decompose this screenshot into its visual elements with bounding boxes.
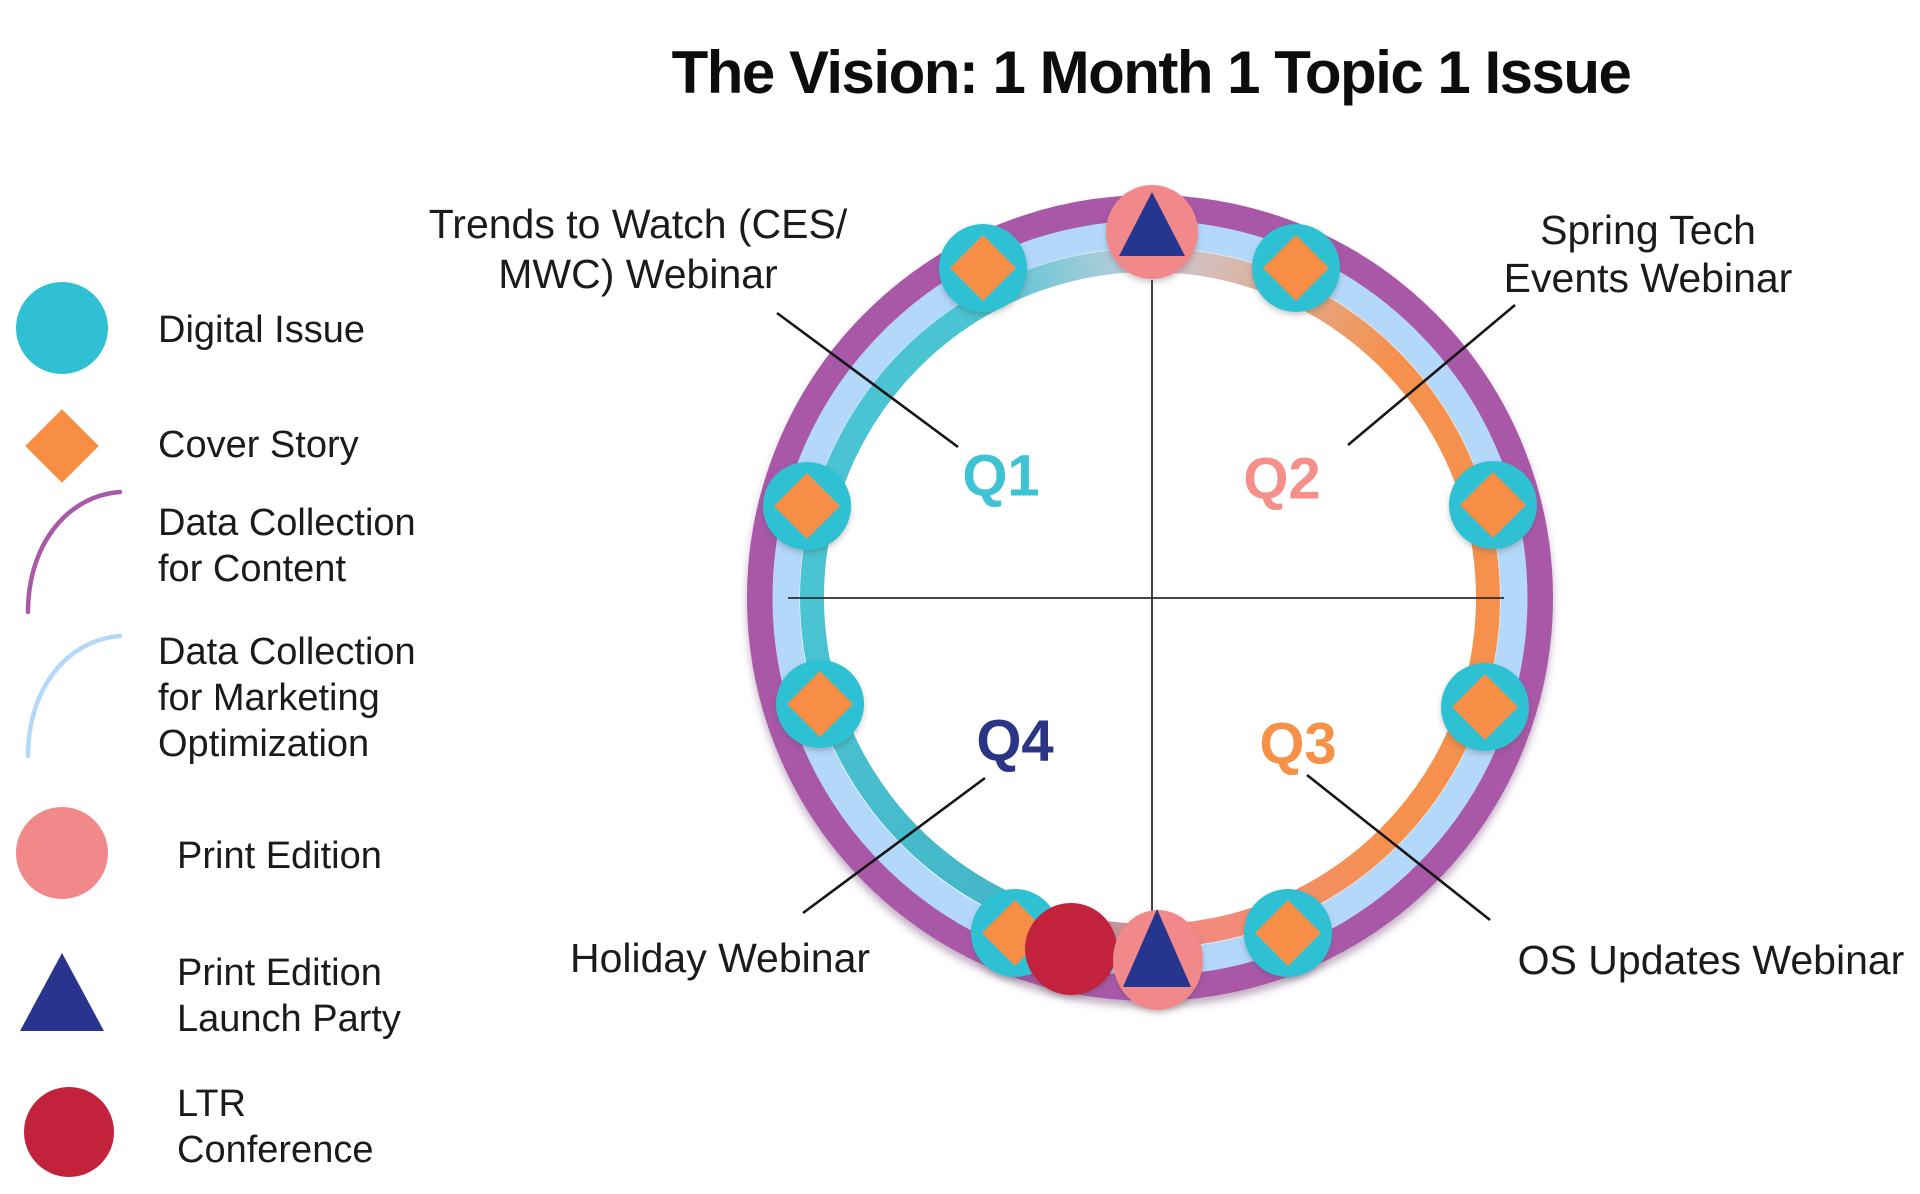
callout-line-holiday [802,776,986,915]
launch-party-triangle [1123,909,1191,987]
legend-label-line: Print Edition [177,835,382,877]
digital-issue-marker [1441,663,1529,751]
data-collection-content-arc-icon [25,489,123,614]
digital-issue-marker [763,462,851,550]
cover-story-diamond [950,235,1016,301]
callout-text-line: MWC) Webinar [498,251,778,297]
print-edition-marker-bottom [1113,909,1203,1010]
quadrant-axes [788,280,1504,944]
quarter-label-q2: Q2 [1243,446,1321,512]
legend-label-digital-issue: Digital Issue [158,307,365,353]
legend-label-line: Launch Party [177,998,401,1040]
page-title: The Vision: 1 Month 1 Topic 1 Issue [671,39,1632,106]
data-collection-marketing-arc-icon [25,633,123,758]
callout-spring-tech-webinar: Spring Tech Events Webinar [1504,206,1793,302]
ltr-conference-marker [1025,903,1117,995]
ltr-conference-icon [24,1087,114,1177]
legend-label-line: LTR [177,1083,246,1125]
legend-label-line: Print Edition [177,952,382,994]
cover-story-icon [25,409,99,483]
legend-label-line: Digital Issue [158,309,365,351]
callout-line-os [1306,773,1491,922]
digital-issue-icon [16,282,108,374]
legend-label-line: for Marketing [158,677,380,719]
print-edition-icon [16,807,108,899]
callout-text-line: Holiday Webinar [569,935,871,981]
cover-story-diamond [1460,472,1526,538]
quarter-label-q3: Q3 [1259,711,1337,777]
digital-issue-marker [1252,224,1340,312]
legend-label-ltr-conference: LTR Conference [177,1081,373,1173]
legend-label-line: Cover Story [158,424,359,466]
launch-party-triangle [1119,192,1185,256]
digital-issue-marker [939,224,1027,312]
legend-label-print-edition: Print Edition [177,833,382,879]
legend-label-line: Conference [177,1129,374,1171]
callout-os-updates-webinar: OS Updates Webinar [1518,935,1905,985]
callout-text-line: Events Webinar [1503,255,1793,301]
cover-story-diamond [1255,900,1321,966]
callout-holiday-webinar: Holiday Webinar [570,933,870,983]
callout-text-line: Trends to Watch (CES/ [428,201,848,247]
cover-story-diamond [1263,235,1329,301]
digital-issue-marker [1244,889,1332,977]
callout-line-spring [1347,304,1516,446]
legend-label-line: Data Collection [158,631,416,673]
cover-story-diamond [787,671,853,737]
callout-trends-webinar: Trends to Watch (CES/ MWC) Webinar [429,199,847,299]
legend-label-cover-story: Cover Story [158,422,359,468]
quarter-label-q4: Q4 [976,708,1054,774]
quarter-label-q1: Q1 [962,443,1040,509]
legend-label-line: for Content [158,548,346,590]
callout-line-trends [776,311,959,449]
callout-text-line: Spring Tech [1540,207,1756,253]
callout-text-line: OS Updates Webinar [1517,937,1905,983]
digital-issue-marker [776,660,864,748]
legend-label-launch-party: Print Edition Launch Party [177,950,401,1042]
legend-label-line: Optimization [158,723,370,765]
annual-cycle-diagram [747,185,1553,1010]
cover-story-diamond [774,473,840,539]
legend-label-data-collection-content: Data Collection for Content [158,500,416,592]
digital-issue-marker [1449,461,1537,549]
print-edition-marker-top [1106,185,1198,279]
cover-story-diamond [1452,674,1518,740]
legend-label-line: Data Collection [158,502,416,544]
launch-party-triangle-icon [20,953,104,1031]
legend-label-data-collection-marketing: Data Collection for Marketing Optimizati… [158,629,416,767]
callout-lines [776,304,1516,922]
